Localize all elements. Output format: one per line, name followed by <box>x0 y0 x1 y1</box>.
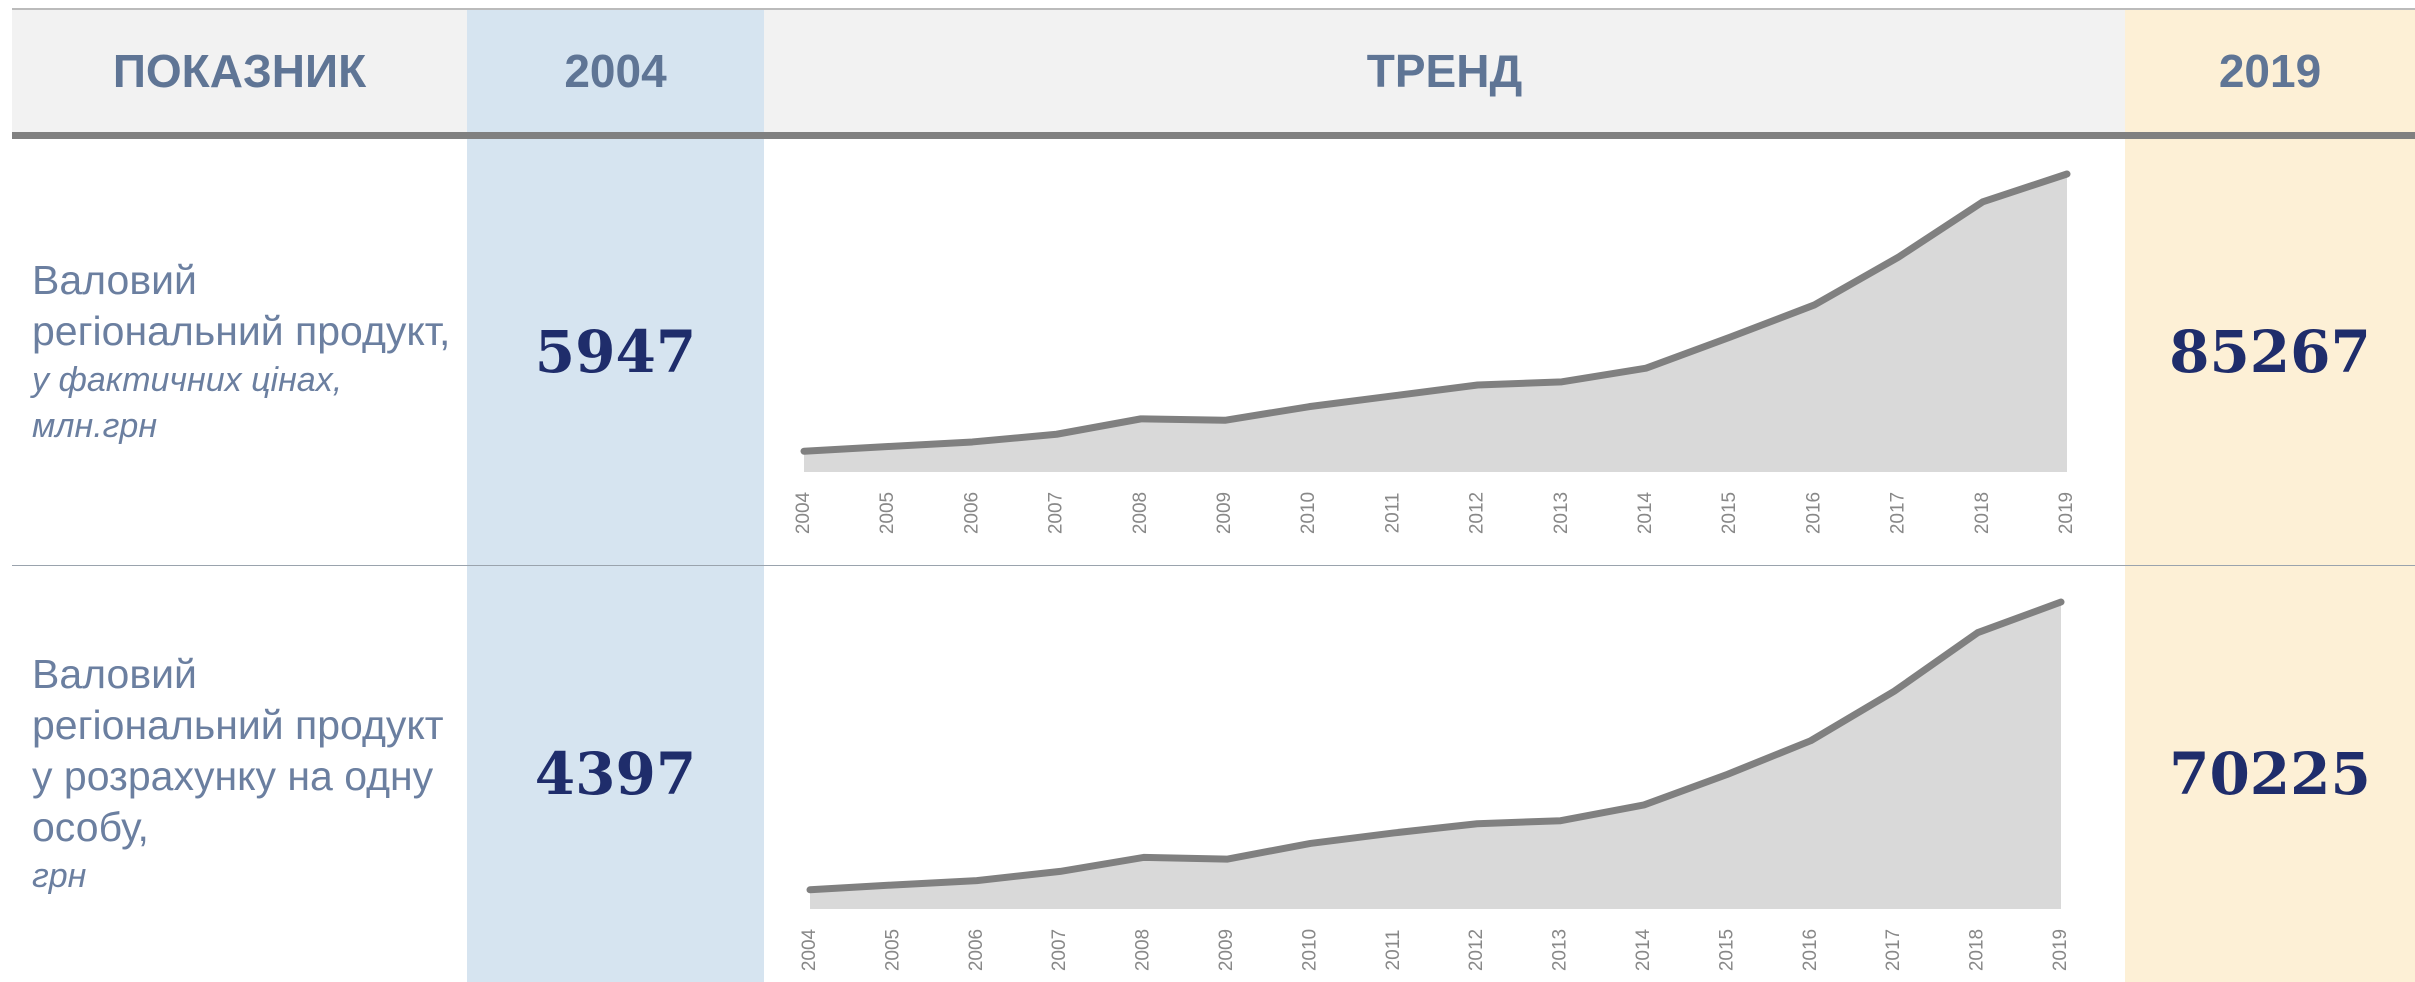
start-value: 5947 <box>534 318 697 386</box>
x-tick-label: 2019 <box>2056 492 2077 534</box>
line <box>806 598 2065 894</box>
x-tick-label: 2011 <box>1383 930 1404 971</box>
x-tick-label: 2015 <box>1719 492 1740 534</box>
x-tick-label: 2019 <box>2050 929 2071 971</box>
x-tick-label: 2010 <box>1299 929 1320 971</box>
header-cell: 2004 <box>564 44 667 97</box>
x-tick-label: 2007 <box>1049 929 1070 971</box>
end-value: 85267 <box>2169 318 2371 386</box>
x-tick-label: 2009 <box>1214 492 1235 534</box>
header-cell: ПОКАЗНИК <box>112 44 367 97</box>
x-tick-label: 2016 <box>1803 492 1824 534</box>
label: Валовий регіональний продукт у розрахунк… <box>32 651 444 850</box>
x-tick-label: 2012 <box>1466 929 1487 971</box>
column-2019-bg <box>2125 9 2415 982</box>
row-label: Валовий регіональний продукт у розрахунк… <box>32 566 452 982</box>
unit: грн <box>32 857 87 895</box>
label: Валовий регіональний продукт, <box>32 257 451 354</box>
header-cell: 2019 <box>2218 44 2322 97</box>
header-border <box>12 132 2415 139</box>
x-tick-label: 2004 <box>799 928 820 971</box>
x-tick-label: 2009 <box>1216 929 1237 971</box>
x-tick-label: 2006 <box>961 492 982 534</box>
x-tick-label: 2007 <box>1046 492 1067 534</box>
x-tick-label: 2005 <box>877 492 898 534</box>
x-tick-label: 2013 <box>1551 492 1572 534</box>
x-tick-label: 2014 <box>1633 928 1654 971</box>
x-tick-label: 2004 <box>793 491 814 534</box>
x-tick-label: 2005 <box>882 929 903 971</box>
x-tick-label: 2018 <box>1967 929 1988 971</box>
sparkline: 2004 2005 2006 2007 2008 2009 2010 2011 2012 2013… <box>799 598 2071 971</box>
top-border <box>12 8 2415 10</box>
x-tick-label: 2012 <box>1467 492 1488 534</box>
sparkline: 2004 2005 2006 2007 2008 2009 2010 2011 2012 2013… <box>793 170 2077 534</box>
header-bg <box>12 9 467 132</box>
x-tick-label: 2008 <box>1133 929 1154 971</box>
column-2004-bg <box>467 9 764 982</box>
unit: у фактичних цінах, млн.грн <box>32 361 343 445</box>
x-tick-label: 2006 <box>966 929 987 971</box>
area <box>810 602 2061 909</box>
x-tick-label: 2008 <box>1130 492 1151 534</box>
line <box>800 170 2071 455</box>
x-tick-label: 2016 <box>1800 929 1821 971</box>
header-cell: ТРЕНД <box>1366 44 1523 97</box>
x-tick-label: 2017 <box>1888 492 1909 534</box>
x-tick-label: 2013 <box>1550 929 1571 971</box>
header-bg <box>764 9 2125 132</box>
row-label: Валовий регіональний продукт, у фактични… <box>32 139 452 565</box>
end-value: 70225 <box>2169 740 2371 808</box>
row-separator <box>12 565 2415 566</box>
x-tick-label: 2018 <box>1972 492 1993 534</box>
x-tick-label: 2017 <box>1883 929 1904 971</box>
start-value: 4397 <box>534 740 697 808</box>
x-tick-label: 2010 <box>1298 492 1319 534</box>
x-tick-label: 2015 <box>1716 929 1737 971</box>
area <box>804 174 2067 472</box>
x-tick-label: 2011 <box>1382 493 1403 534</box>
x-tick-label: 2014 <box>1635 491 1656 534</box>
